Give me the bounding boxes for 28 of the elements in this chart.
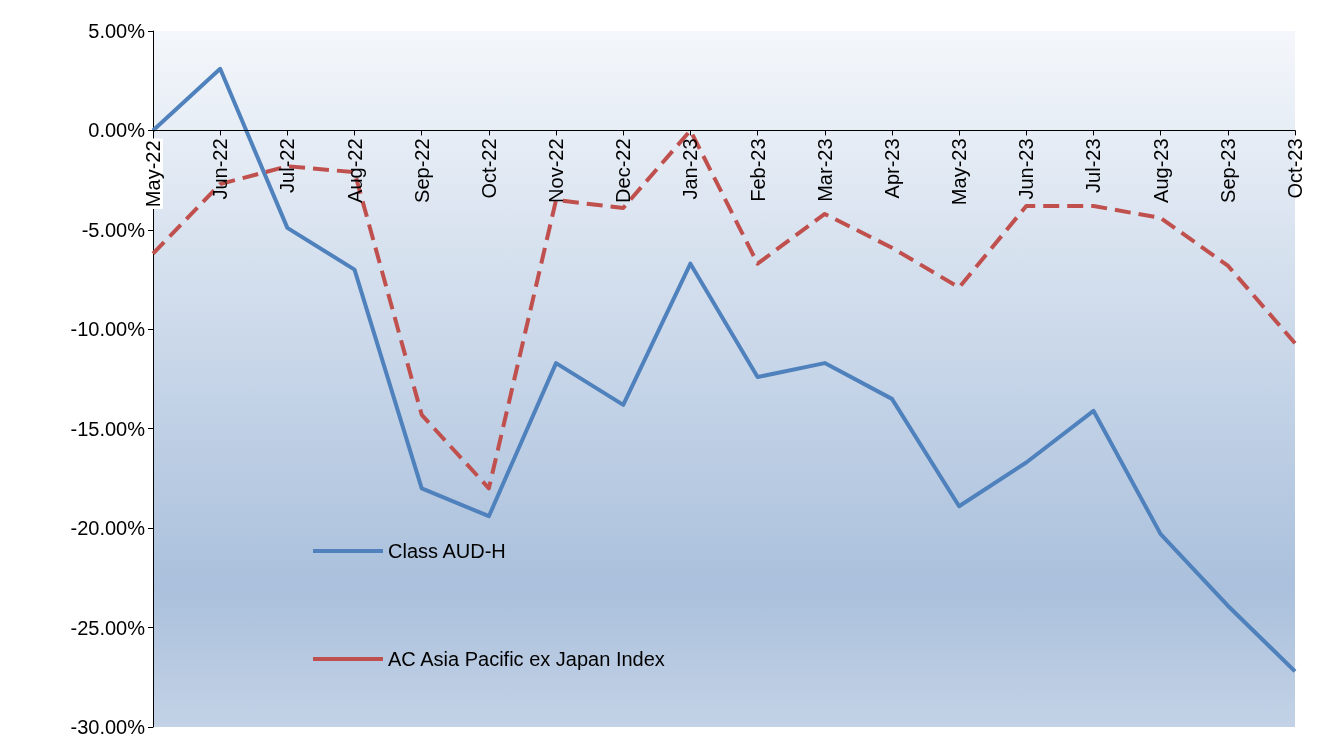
x-tick-label: Apr-23 (880, 138, 903, 199)
x-tick-label: Aug-23 (1149, 138, 1172, 203)
y-tick-label: 5.00% (88, 20, 146, 42)
y-tick-label: 0.00% (88, 119, 146, 142)
legend-label: Class AUD-H (388, 540, 506, 562)
x-tick-label: Oct-22 (477, 138, 500, 199)
x-tick-label: Jan-23 (679, 138, 702, 200)
y-tick-label: -30.00% (70, 716, 146, 738)
x-tick-label: Mar-23 (813, 138, 836, 202)
x-tick-label: Oct-23 (1284, 138, 1306, 199)
x-tick-label: Sep-22 (410, 138, 433, 203)
y-tick-label: -15.00% (70, 417, 146, 440)
x-tick-label: Dec-22 (612, 138, 635, 203)
x-tick-label: May-22 (142, 140, 164, 208)
y-tick-label: -20.00% (70, 517, 146, 540)
x-tick-label: Jul-23 (1082, 138, 1105, 193)
x-tick-label: May-23 (948, 138, 971, 206)
legend-label: AC Asia Pacific ex Japan Index (388, 648, 665, 670)
y-tick-label: -10.00% (70, 318, 146, 341)
x-tick-label: Jun-22 (209, 138, 232, 200)
x-tick-label: Jun-23 (1015, 138, 1038, 200)
y-tick-label: -5.00% (81, 218, 146, 241)
x-tick-label: Sep-23 (1216, 138, 1239, 203)
x-tick-label: Nov-22 (545, 138, 568, 203)
y-tick-label: -25.00% (70, 616, 146, 639)
x-tick-label: Feb-23 (746, 138, 769, 202)
x-tick-label: Jul-22 (276, 138, 299, 193)
x-tick-label: Aug-22 (343, 138, 366, 203)
